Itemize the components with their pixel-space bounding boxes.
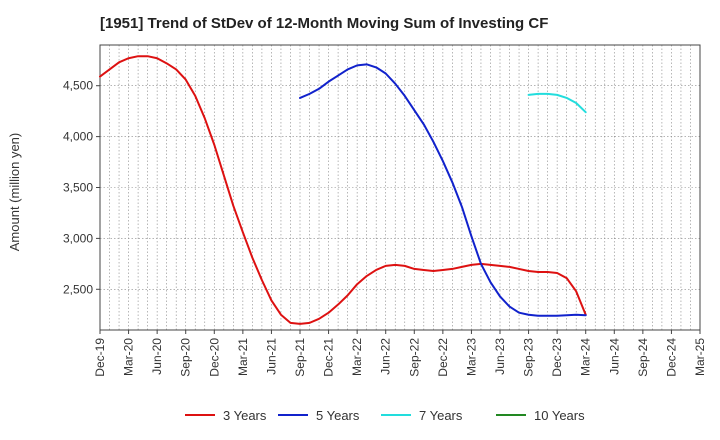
x-tick-label: Dec-20 [207, 338, 221, 377]
chart-title: [1951] Trend of StDev of 12-Month Moving… [100, 15, 548, 32]
x-tick-label: Mar-21 [236, 338, 250, 376]
x-tick-label: Sep-24 [636, 338, 650, 377]
legend-label: 3 Years [223, 408, 267, 423]
y-tick-label: 3,500 [63, 181, 93, 195]
legend-label: 10 Years [534, 408, 585, 423]
x-tick-label: Jun-21 [264, 338, 278, 375]
x-tick-label: Jun-20 [150, 338, 164, 375]
y-tick-label: 4,000 [63, 130, 93, 144]
legend-label: 5 Years [316, 408, 360, 423]
x-tick-label: Mar-22 [350, 338, 364, 376]
x-tick-label: Mar-25 [693, 338, 707, 376]
legend-label: 7 Years [419, 408, 463, 423]
x-tick-label: Sep-20 [179, 338, 193, 377]
series-line-5-years [299, 63, 587, 317]
y-axis: 2,500 3,000 3,500 4,000 4,500 [63, 79, 100, 296]
x-tick-label: Jun-22 [379, 338, 393, 375]
y-tick-label: 2,500 [63, 282, 93, 296]
x-tick-label: Mar-20 [122, 338, 136, 376]
series-lines [99, 55, 587, 325]
x-tick-label: Mar-24 [579, 338, 593, 376]
x-tick-label: Dec-22 [436, 338, 450, 377]
x-tick-label: Sep-23 [522, 338, 536, 377]
y-tick-label: 4,500 [63, 79, 93, 93]
x-tick-label: Dec-21 [322, 338, 336, 377]
legend: 3 Years 5 Years 7 Years 10 Years [185, 408, 585, 423]
x-tick-label: Mar-23 [464, 338, 478, 376]
y-axis-label: Amount (million yen) [7, 133, 22, 252]
x-tick-label: Jun-24 [607, 338, 621, 375]
series-line-7-years [527, 92, 587, 114]
series-line-3-years [99, 55, 587, 325]
x-tick-label: Sep-21 [293, 338, 307, 377]
x-tick-label: Dec-24 [664, 338, 678, 377]
x-tick-label: Jun-23 [493, 338, 507, 375]
x-tick-label: Dec-19 [93, 338, 107, 377]
x-axis: Dec-19 Mar-20 Jun-20 Sep-20 Dec-20 Mar-21 Jun-… [93, 330, 707, 377]
x-tick-label: Sep-22 [407, 338, 421, 377]
x-tick-label: Dec-23 [550, 338, 564, 377]
y-tick-label: 3,000 [63, 231, 93, 245]
